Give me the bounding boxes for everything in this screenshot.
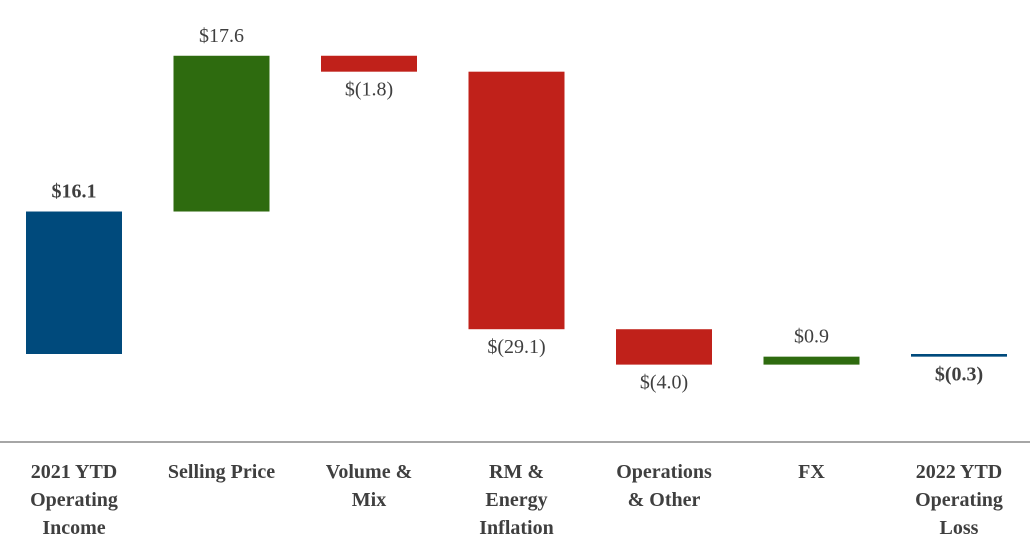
data-label-fx: $0.9: [794, 326, 829, 348]
category-label-2022-ytd-operating-loss: 2022 YTD Operating Loss: [915, 461, 1003, 539]
data-label-opening-total: $16.1: [52, 181, 97, 203]
category-label-operations-other: Operations & Other: [616, 461, 712, 511]
data-label-selling-price: $17.6: [199, 25, 244, 47]
category-label-volume-mix: Volume & Mix: [325, 461, 413, 511]
bar-opening-total: [26, 211, 122, 354]
data-label-volume-mix: $(1.8): [345, 79, 393, 101]
bars-group: [26, 55, 1007, 365]
bar-rm-energy-inflation: [468, 71, 565, 330]
category-label-rm-energy-inflation: RM & Energy Inflation: [479, 461, 554, 539]
category-label-fx: FX: [798, 461, 825, 483]
data-labels-group: $16.1 $17.6 $(1.8) $(29.1) $(4.0) $0.9 $(0.3): [52, 25, 984, 394]
bar-closing-total: [911, 354, 1007, 357]
bar-volume-mix: [321, 55, 417, 72]
category-label-2021-ytd-operating-income: 2021 YTD Operating Income: [30, 461, 118, 539]
data-label-operations-other: $(4.0): [640, 372, 688, 394]
bar-selling-price: [173, 55, 270, 212]
bar-fx: [763, 356, 860, 365]
category-label-selling-price: Selling Price: [167, 461, 276, 483]
data-label-rm-energy-inflation: $(29.1): [487, 336, 545, 358]
data-label-closing-total: $(0.3): [935, 364, 983, 386]
bar-operations-other: [616, 329, 712, 365]
